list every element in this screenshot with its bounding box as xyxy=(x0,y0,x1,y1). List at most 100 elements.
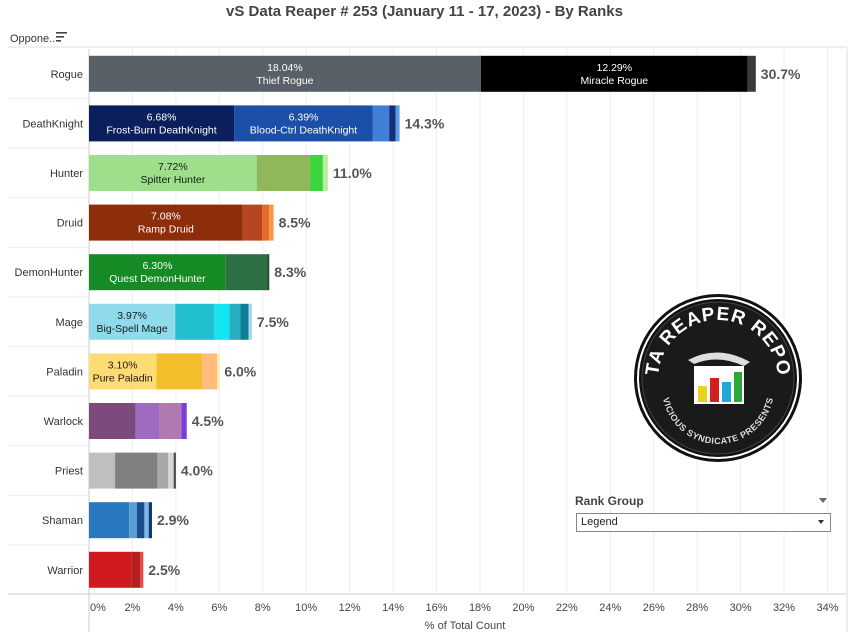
bar-total-label: 8.5% xyxy=(279,215,311,231)
bar-segment[interactable] xyxy=(248,303,252,340)
bar-segment[interactable] xyxy=(89,254,226,291)
segment-percent-label: 7.72% xyxy=(158,161,188,173)
bar-segment[interactable] xyxy=(309,155,323,191)
bar-total-label: 4.0% xyxy=(181,463,213,479)
x-tick-label: 28% xyxy=(686,602,708,614)
bar-segment[interactable] xyxy=(175,303,215,340)
category-label: Paladin xyxy=(46,366,83,378)
bar-segment[interactable] xyxy=(131,551,141,588)
category-label: Shaman xyxy=(42,515,83,527)
segment-percent-label: 7.08% xyxy=(151,211,181,223)
segment-name-label: Miracle Rogue xyxy=(580,75,648,87)
bar-segment[interactable] xyxy=(242,204,263,241)
rank-group-selected: Legend xyxy=(581,516,618,528)
bar-segment[interactable] xyxy=(480,55,748,92)
category-label: Hunter xyxy=(50,168,83,180)
opponent-column-header[interactable]: Oppone.. xyxy=(10,33,56,45)
bar-total-label: 14.3% xyxy=(405,115,445,131)
category-label: DeathKnight xyxy=(22,118,83,130)
bar-segment[interactable] xyxy=(89,502,130,539)
bar-segment[interactable] xyxy=(214,303,230,340)
bar-segment[interactable] xyxy=(140,551,144,588)
bar-segment[interactable] xyxy=(89,551,132,588)
category-label: Rogue xyxy=(51,69,83,81)
x-axis-label: % of Total Count xyxy=(425,620,506,632)
bar-segment[interactable] xyxy=(89,353,157,390)
bar-segment[interactable] xyxy=(225,254,268,291)
bar-segment[interactable] xyxy=(89,155,257,191)
bar-segment[interactable] xyxy=(144,502,149,539)
segment-name-label: Frost-Burn DeathKnight xyxy=(106,124,216,136)
segment-percent-label: 3.97% xyxy=(117,310,147,322)
x-tick-label: 2% xyxy=(124,602,140,614)
x-tick-label: 8% xyxy=(255,602,271,614)
bar-total-label: 2.5% xyxy=(148,562,180,578)
chevron-down-icon[interactable] xyxy=(818,520,824,524)
x-tick-label: 34% xyxy=(816,602,838,614)
segment-percent-label: 6.68% xyxy=(147,111,177,123)
x-tick-label: 14% xyxy=(382,602,404,614)
bar-segment[interactable] xyxy=(229,303,241,340)
bar-segment[interactable] xyxy=(262,204,270,241)
x-tick-label: 16% xyxy=(426,602,448,614)
data-reaper-report-logo: DATA REAPER REPORT VICIOUS SYNDICATE PRE… xyxy=(632,292,802,462)
category-label: Mage xyxy=(55,317,83,329)
bar-segment[interactable] xyxy=(89,204,243,241)
bar-segment[interactable] xyxy=(389,105,396,142)
x-tick-label: 24% xyxy=(599,602,621,614)
bar-segment[interactable] xyxy=(217,353,220,390)
x-tick-label: 26% xyxy=(643,602,665,614)
category-label: DemonHunter xyxy=(15,267,84,279)
bar-total-label: 11.0% xyxy=(333,165,372,181)
bar-segment[interactable] xyxy=(159,403,182,439)
bar-segment[interactable] xyxy=(89,303,176,340)
x-tick-label: 12% xyxy=(339,602,361,614)
caret-down-icon[interactable] xyxy=(819,498,827,503)
category-label: Priest xyxy=(55,466,83,478)
bar-segment[interactable] xyxy=(256,155,310,191)
bar-segment[interactable] xyxy=(747,55,756,92)
bar-segment[interactable] xyxy=(395,105,400,142)
segment-name-label: Big-Spell Mage xyxy=(97,323,168,335)
bar-segment[interactable] xyxy=(168,452,174,489)
bar-total-label: 30.7% xyxy=(761,66,801,82)
x-tick-label: 0% xyxy=(90,602,106,614)
bar-total-label: 8.3% xyxy=(274,264,306,280)
bar-segment[interactable] xyxy=(173,452,176,489)
bar-segment[interactable] xyxy=(115,452,158,489)
rank-group-dropdown[interactable]: Legend xyxy=(576,513,831,532)
segment-percent-label: 6.30% xyxy=(143,260,173,272)
bar-segment[interactable] xyxy=(267,254,270,291)
bar-segment[interactable] xyxy=(201,353,218,390)
x-tick-label: 30% xyxy=(730,602,752,614)
x-tick-label: 18% xyxy=(469,602,491,614)
bar-segment[interactable] xyxy=(157,452,169,489)
bar-segment[interactable] xyxy=(240,303,249,340)
bar-segment[interactable] xyxy=(89,105,235,142)
segment-name-label: Blood-Ctrl DeathKnight xyxy=(250,124,357,136)
rank-group-label: Rank Group xyxy=(575,494,644,508)
bar-segment[interactable] xyxy=(89,403,136,439)
bar-segment[interactable] xyxy=(135,403,160,439)
bar-segment[interactable] xyxy=(89,55,481,92)
bar-segment[interactable] xyxy=(89,452,116,489)
segment-name-label: Pure Paladin xyxy=(93,372,153,384)
category-label: Druid xyxy=(57,218,83,230)
x-tick-label: 6% xyxy=(211,602,227,614)
bar-segment[interactable] xyxy=(156,353,202,390)
bar-segment[interactable] xyxy=(148,502,152,539)
bar-segment[interactable] xyxy=(372,105,390,142)
x-tick-label: 20% xyxy=(512,602,534,614)
bar-segment[interactable] xyxy=(129,502,137,539)
x-tick-label: 4% xyxy=(168,602,184,614)
bar-segment[interactable] xyxy=(269,204,274,241)
bar-segment[interactable] xyxy=(322,155,328,191)
bar-segment[interactable] xyxy=(181,403,187,439)
sort-icon[interactable] xyxy=(56,31,68,43)
category-label: Warrior xyxy=(47,565,83,577)
segment-percent-label: 6.39% xyxy=(289,111,319,123)
x-tick-label: 32% xyxy=(773,602,795,614)
bar-segment[interactable] xyxy=(136,502,145,539)
bar-segment[interactable] xyxy=(234,105,373,142)
